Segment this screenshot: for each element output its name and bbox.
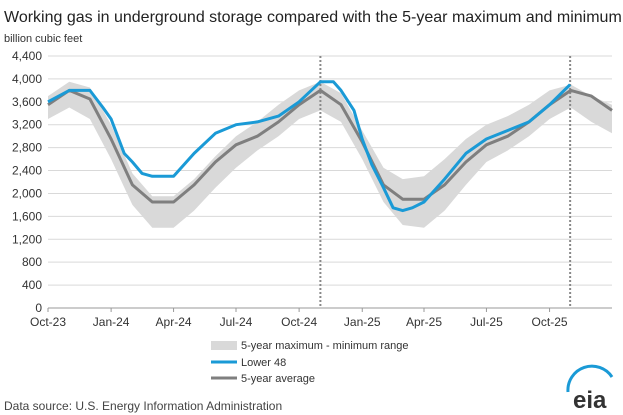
x-tick-label-Apr-25: Apr-25 (406, 315, 442, 329)
x-tick-label-Oct-25: Oct-25 (532, 315, 568, 329)
x-tick-label-Oct-24: Oct-24 (281, 315, 317, 329)
y-tick-label-0: 0 (35, 301, 42, 315)
y-tick-label-3600: 3,600 (12, 95, 42, 109)
y-tick-label-2400: 2,400 (12, 164, 42, 178)
range-band (48, 81, 612, 228)
x-tick-label-Jan-24: Jan-24 (93, 315, 130, 329)
x-tick-label-Jul-24: Jul-24 (220, 315, 253, 329)
x-tick-label-Jan-25: Jan-25 (344, 315, 381, 329)
legend-range-label: 5-year maximum - minimum range (241, 340, 408, 352)
eia-logo: eia (566, 364, 614, 414)
x-tick-label-Oct-23: Oct-23 (30, 315, 66, 329)
series-layer (47, 80, 613, 213)
chart-title: Working gas in underground storage compa… (4, 9, 622, 26)
legend-avg-label: 5-year average (241, 373, 315, 385)
logo-text: eia (573, 387, 607, 414)
y-tick-label-2800: 2,800 (12, 141, 42, 155)
legend-lower48-label: Lower 48 (241, 357, 286, 369)
y-axis-unit-label: billion cubic feet (4, 33, 82, 45)
x-tick-labels: Oct-23 Jan-24 Apr-24 Jul-24 Oct-24 Jan-25 Apr-… (30, 308, 568, 329)
data-source-note: Data source: U.S. Energy Information Adm… (4, 399, 282, 413)
y-tick-label-1600: 1,600 (12, 209, 42, 223)
series-line-lower-48 (47, 80, 572, 213)
x-tick-label-Apr-24: Apr-24 (156, 315, 192, 329)
y-tick-label-4000: 4,000 (12, 72, 42, 86)
x-tick-label-Jul-25: Jul-25 (470, 315, 503, 329)
y-tick-label-2000: 2,000 (12, 186, 42, 200)
y-tick-label-800: 800 (22, 255, 42, 269)
y-tick-labels: 0 400 800 1,200 1,600 2,000 2,400 2,800 3,200 3,6… (12, 49, 42, 315)
range-band-layer (48, 81, 612, 228)
legend-range-swatch (211, 341, 237, 350)
y-tick-label-1200: 1,200 (12, 232, 42, 246)
marker-lines (319, 56, 572, 308)
legend: 5-year maximum - minimum range Lower 48 … (211, 340, 408, 385)
series-line-5-year-average (47, 88, 613, 204)
y-tick-label-400: 400 (22, 278, 42, 292)
y-tick-label-4400: 4,400 (12, 49, 42, 63)
logo-arc-icon (566, 364, 614, 393)
y-tick-label-3200: 3,200 (12, 118, 42, 132)
